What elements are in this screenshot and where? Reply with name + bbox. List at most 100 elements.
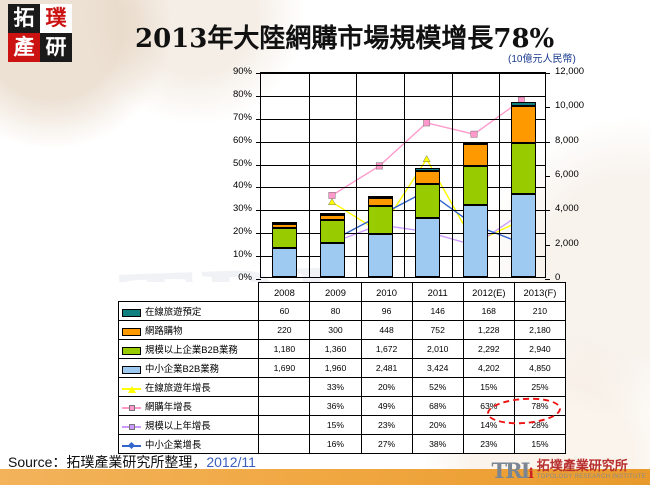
right-axis-tick: [545, 244, 550, 246]
table-cell: [258, 434, 311, 454]
line-marker: [422, 155, 431, 162]
left-axis-label: 0%: [238, 272, 252, 283]
table-cell: 27%: [360, 434, 413, 454]
data-table: 2008 2009 2010 2011 2012(E) 2013(F) 在線旅遊預定 60 80…: [117, 282, 567, 454]
bar-segment: [510, 102, 536, 106]
right-axis-label: 4,000: [555, 203, 579, 215]
legend-label-text: 規模以上企業B2B業務: [145, 344, 238, 355]
logo-char-2: 璞: [40, 4, 72, 33]
gridline: [261, 210, 545, 212]
gridline: [261, 256, 545, 258]
right-axis-label: 12,000: [555, 66, 585, 77]
tri-names: 拓墣產業研究所 TOPOLOGY RESEARCH INSTITUTE: [537, 460, 646, 480]
table-row-label: 中小企業B2B業務: [117, 358, 260, 378]
right-axis-tick: [545, 141, 550, 143]
table-row: 中小企業增長 16% 27% 38% 23% 15%: [117, 434, 567, 454]
table-cell: 210: [513, 301, 567, 321]
table-cell: 2,010: [411, 339, 464, 359]
bar-segment: [463, 141, 488, 145]
table-cell: 68%: [411, 396, 464, 416]
bar-segment: [415, 170, 441, 184]
gridline: [261, 233, 545, 235]
table-cell: 14%: [462, 415, 515, 435]
legend-swatch-icon: [122, 346, 141, 355]
bar-segment: [272, 221, 298, 224]
table-cell: 49%: [360, 396, 413, 416]
left-axis-tick: [256, 164, 261, 166]
left-axis-tick: [256, 279, 261, 280]
table-header-cell: 2012(E): [462, 282, 515, 302]
source-date: 2012/11: [206, 454, 256, 470]
table-cell: 63%: [462, 396, 515, 416]
table-header-cell: 2011: [411, 282, 464, 302]
left-axis-tick: [256, 73, 261, 74]
table-cell: 23%: [462, 434, 515, 454]
table-row: 在線旅遊預定 60 80 96 146 168 210: [117, 301, 567, 321]
table-cell: 15%: [462, 377, 515, 397]
table-cell: 2,481: [360, 358, 413, 378]
right-axis-tick: [545, 107, 550, 109]
table-row: 規模以上年增長 15% 23% 20% 14% 28%: [117, 415, 567, 435]
footer-bar: [0, 469, 650, 485]
bar-segment: [415, 168, 441, 171]
company-logo: 拓 璞 產 研: [8, 4, 72, 62]
bar-segment: [367, 198, 393, 206]
table-cell: 1,672: [360, 339, 413, 359]
table-row-label: 中小企業增長: [117, 434, 260, 454]
table-cell: 752: [411, 320, 464, 340]
table-cell: 80: [309, 301, 362, 321]
table-cell: 25%: [513, 377, 567, 397]
bar-segment: [463, 144, 488, 166]
category-separator: [308, 73, 310, 277]
right-axis-tick: [545, 279, 550, 280]
table-cell: 2,292: [462, 339, 515, 359]
line-marker: [423, 119, 431, 127]
bar-segment: [463, 204, 488, 277]
gridline: [261, 73, 545, 74]
right-axis-label: 10,000: [555, 100, 585, 112]
left-axis-tick: [256, 233, 261, 235]
tri-mark: TRIi: [491, 457, 534, 483]
table-header-cell: 2013(F): [513, 282, 567, 302]
legend-label-text: 中小企業B2B業務: [145, 363, 219, 374]
table-cell: 3,424: [411, 358, 464, 378]
bar-segment: [320, 214, 345, 221]
logo-char-3: 產: [8, 33, 40, 62]
right-axis-label: 8,000: [555, 134, 579, 146]
right-axis-tick: [545, 176, 550, 177]
table-cell: 20%: [411, 415, 464, 435]
source-note: Source：拓璞產業研究所整理，2012/11: [8, 452, 256, 472]
line-marker: [328, 198, 336, 205]
table-cell: 60: [258, 301, 311, 321]
legend-label-text: 網購年增長: [145, 401, 192, 412]
gridline: [261, 187, 545, 189]
left-axis-tick: [256, 141, 261, 143]
bar-segment: [272, 248, 298, 277]
legend-label-text: 在線旅遊年增長: [145, 382, 211, 393]
table-cell: 1,690: [258, 358, 311, 378]
bar-group: [510, 102, 536, 277]
legend-swatch-icon: [122, 365, 141, 374]
table-row-label: 網購年增長: [117, 396, 260, 416]
table-row: 規模以上企業B2B業務 1,180 1,360 1,672 2,010 2,292 2,94…: [117, 339, 567, 359]
table-cell: 15%: [309, 415, 362, 435]
bar-segment: [367, 234, 393, 277]
left-axis-label: 10%: [232, 249, 252, 261]
legend-label-text: 中小企業增長: [145, 439, 202, 450]
line-marker: [328, 192, 336, 199]
table-cell: 2,180: [513, 320, 567, 340]
table-row-label: 在線旅遊預定: [117, 301, 260, 321]
table-cell: 23%: [360, 415, 413, 435]
right-axis-label: 6,000: [555, 169, 579, 180]
right-axis-tick: [545, 73, 550, 74]
bar-segment: [463, 165, 488, 205]
bar-segment: [415, 183, 441, 219]
category-separator: [451, 73, 453, 277]
bar-group: [463, 141, 488, 277]
left-axis-label: 70%: [232, 111, 252, 123]
table-cell: 33%: [309, 377, 362, 397]
table-cell: 300: [309, 320, 362, 340]
left-axis-label: 40%: [232, 180, 252, 192]
left-axis-tick: [256, 256, 261, 258]
table-header-cell: 2010: [360, 282, 413, 302]
